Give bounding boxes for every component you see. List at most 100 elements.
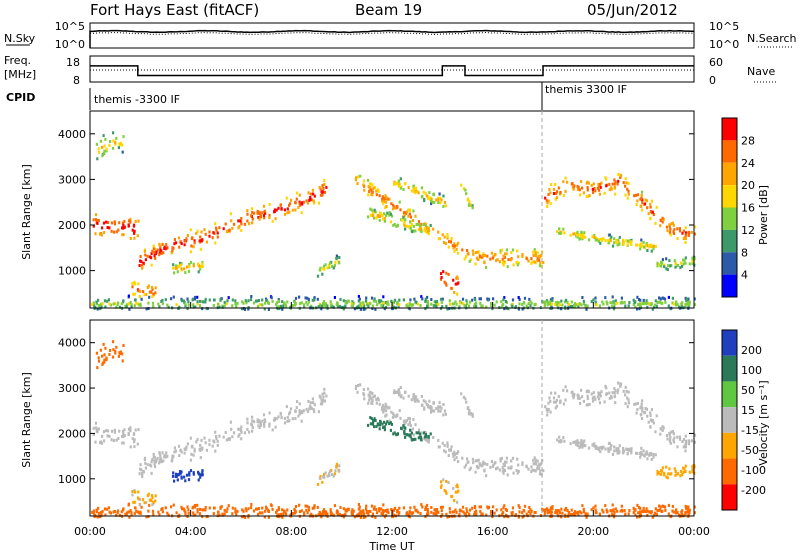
power-echo-cell [133, 229, 136, 233]
power-echo-cell [439, 196, 442, 200]
velocity-echo-cell [684, 434, 687, 438]
velocity-echo-cell [147, 509, 150, 513]
velocity-echo-cell [328, 469, 332, 473]
velocity-echo-cell [324, 510, 328, 514]
power-echo-cell [496, 258, 499, 262]
power-echo-cell [150, 290, 153, 294]
velocity-echo-cell [403, 422, 406, 426]
power-echo-cell [639, 204, 642, 208]
velocity-echo-cell [555, 398, 559, 402]
power-echo-cell [134, 220, 137, 223]
power-colorbar-cell [722, 162, 737, 186]
power-echo-cell [139, 289, 142, 293]
power-echo-cell [424, 222, 427, 226]
power-echo-cell [604, 176, 607, 180]
velocity-echo-cell [591, 443, 594, 447]
velocity-echo-cell [343, 513, 347, 517]
velocity-echo-cell [635, 411, 638, 415]
power-echo-cell [409, 298, 412, 302]
velocity-echo-cell [385, 422, 388, 426]
velocity-echo-cell [380, 507, 383, 511]
velocity-echo-cell [659, 427, 663, 431]
velocity-echo-cell [681, 473, 684, 477]
velocity-echo-cell [597, 391, 600, 395]
power-echo-cell [321, 184, 324, 188]
power-echo-cell [424, 307, 427, 311]
power-echo-cell [216, 235, 219, 239]
velocity-echo-cell [108, 353, 111, 356]
power-echo-cell [355, 176, 358, 180]
velocity-echo-cell [450, 445, 453, 449]
power-echo-cell [687, 233, 690, 237]
power-echo-cell [619, 174, 623, 177]
velocity-echo-cell [362, 515, 365, 519]
power-echo-cell [549, 300, 552, 304]
power-echo-cell [690, 230, 693, 234]
power-echo-cell [490, 302, 493, 305]
power-echo-cell [468, 259, 471, 263]
velocity-echo-cell [534, 462, 538, 466]
power-echo-cell [466, 249, 469, 252]
velocity-echo-cell [617, 388, 620, 392]
velocity-echo-cell [111, 355, 115, 359]
power-echo-cell [180, 242, 183, 246]
velocity-echo-cell [593, 395, 596, 399]
velocity-echo-cell [258, 511, 262, 515]
velocity-ylabel: Slant Range [km] [20, 372, 33, 468]
power-echo-cell [640, 242, 643, 246]
power-echo-cell [374, 210, 377, 214]
power-echo-cell [466, 198, 469, 202]
power-echo-cell [164, 247, 167, 251]
velocity-colorbar-cell [722, 407, 737, 433]
power-colorbar-tick: 12 [741, 224, 755, 237]
velocity-echo-cell [573, 392, 576, 396]
power-echo-cell [470, 204, 473, 208]
power-echo-cell [620, 296, 623, 300]
power-echo-cell [373, 216, 376, 220]
power-echo-cell [91, 302, 94, 306]
power-echo-cell [471, 298, 474, 302]
power-echo-cell [175, 266, 178, 270]
velocity-echo-cell [298, 510, 302, 514]
power-echo-cell [397, 184, 401, 188]
velocity-echo-cell [646, 457, 649, 461]
velocity-echo-cell [485, 474, 488, 478]
power-echo-cell [139, 259, 142, 263]
power-echo-cell [258, 303, 262, 307]
velocity-echo-cell [661, 509, 664, 513]
power-echo-cell [428, 191, 431, 195]
velocity-echo-cell [620, 508, 623, 512]
power-echo-cell [564, 189, 567, 193]
velocity-echo-cell [542, 508, 545, 512]
power-ytick-label: 2000 [58, 219, 86, 232]
velocity-echo-cell [637, 511, 640, 515]
power-colorbar-frame [721, 117, 738, 298]
velocity-echo-cell [245, 509, 248, 513]
velocity-echo-cell [577, 441, 580, 445]
velocity-echo-cell [112, 439, 116, 442]
velocity-echo-cell [106, 429, 110, 433]
velocity-echo-cell [275, 417, 278, 421]
power-echo-cell [133, 236, 136, 240]
velocity-echo-cell [412, 438, 415, 441]
power-echo-cell [601, 237, 604, 241]
velocity-echo-cell [656, 470, 659, 473]
velocity-echo-cell [271, 507, 274, 511]
power-echo-cell [686, 302, 689, 306]
velocity-echo-cell [380, 512, 383, 516]
power-echo-cell [610, 186, 613, 190]
velocity-echo-cell [641, 409, 644, 413]
velocity-echo-cell [312, 401, 315, 405]
power-echo-cell [492, 297, 495, 301]
velocity-echo-cell [155, 458, 158, 462]
power-echo-cell [115, 230, 118, 234]
power-echo-cell [302, 200, 305, 204]
power-echo-cell [446, 307, 449, 311]
velocity-echo-cell [218, 513, 221, 517]
power-echo-cell [122, 135, 125, 139]
velocity-echo-cell [422, 399, 425, 403]
velocity-echo-cell [371, 399, 374, 403]
power-echo-cell [118, 221, 121, 225]
power-echo-cell [197, 262, 200, 266]
power-echo-cell [616, 301, 619, 305]
